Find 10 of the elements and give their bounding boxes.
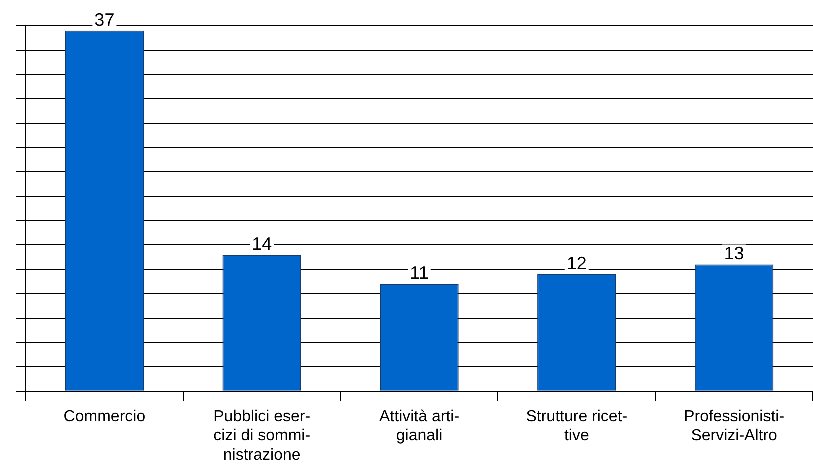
data-label: 37 bbox=[94, 10, 115, 30]
data-label: 14 bbox=[252, 234, 272, 254]
data-label: 13 bbox=[724, 244, 744, 264]
x-tick-label: Pubblici eser- cizi di sommi- nistrazione bbox=[214, 408, 311, 464]
data-label: 11 bbox=[410, 263, 429, 284]
x-tick-label: Professionisti- Servizi-Altro bbox=[684, 408, 785, 445]
x-tick-label: Attività arti- gianali bbox=[379, 408, 460, 445]
x-tick-label: Commercio bbox=[64, 408, 146, 426]
x-tick-label: Strutture ricet- tive bbox=[526, 408, 628, 445]
data-label: 12 bbox=[566, 253, 587, 274]
